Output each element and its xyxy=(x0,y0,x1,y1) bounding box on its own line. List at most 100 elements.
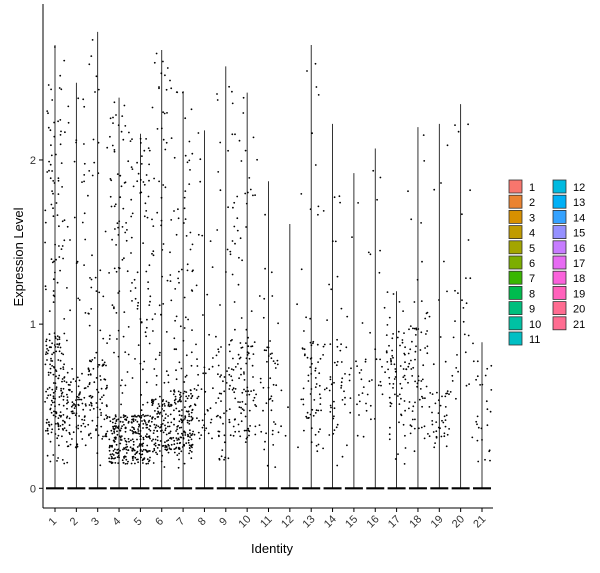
point xyxy=(341,455,344,458)
point xyxy=(317,205,320,208)
point xyxy=(200,388,203,390)
point xyxy=(148,428,151,431)
point xyxy=(119,442,122,445)
point xyxy=(427,433,429,435)
point xyxy=(81,438,84,440)
point xyxy=(480,427,483,430)
legend-swatch-8 xyxy=(508,285,523,300)
point xyxy=(329,411,332,413)
point xyxy=(106,342,108,344)
point xyxy=(146,401,149,404)
point xyxy=(57,359,60,361)
point xyxy=(233,225,236,228)
point xyxy=(60,130,62,133)
point xyxy=(178,448,181,450)
point xyxy=(46,418,48,421)
point xyxy=(139,448,142,451)
point xyxy=(55,422,57,425)
point xyxy=(341,377,344,380)
point xyxy=(164,417,167,419)
point xyxy=(175,437,178,439)
point xyxy=(76,445,79,448)
point xyxy=(88,434,90,437)
point xyxy=(113,101,116,104)
point xyxy=(173,348,176,351)
point xyxy=(360,378,363,381)
y-tick-label: 1 xyxy=(30,319,36,331)
point xyxy=(97,366,99,368)
point xyxy=(223,434,226,437)
point xyxy=(467,334,470,337)
point xyxy=(114,414,117,416)
point xyxy=(186,421,189,424)
point xyxy=(127,449,129,452)
point xyxy=(58,336,61,339)
point xyxy=(346,315,349,318)
point xyxy=(330,406,332,409)
point xyxy=(270,395,273,398)
point xyxy=(240,373,242,376)
point xyxy=(142,413,145,416)
point xyxy=(183,196,186,199)
point xyxy=(53,260,55,263)
point xyxy=(124,426,127,429)
point xyxy=(109,444,111,447)
x-tick-label: 10 xyxy=(236,513,253,530)
point xyxy=(344,396,346,399)
point xyxy=(219,304,221,306)
point xyxy=(174,395,177,398)
point xyxy=(170,405,173,407)
point xyxy=(276,359,279,362)
point xyxy=(83,105,86,108)
point xyxy=(175,378,178,381)
point xyxy=(232,387,235,390)
point xyxy=(105,404,108,406)
point xyxy=(121,425,123,427)
point xyxy=(142,368,144,371)
point xyxy=(166,112,168,114)
point xyxy=(62,387,65,390)
point xyxy=(305,316,307,319)
point xyxy=(114,422,117,425)
point xyxy=(271,295,274,297)
point xyxy=(256,158,258,161)
point xyxy=(304,353,306,356)
point xyxy=(119,420,122,423)
point xyxy=(320,409,322,412)
point xyxy=(154,438,157,441)
point xyxy=(189,389,192,392)
point xyxy=(135,415,138,418)
point xyxy=(388,438,391,441)
point xyxy=(362,435,365,438)
point xyxy=(106,430,109,433)
point xyxy=(187,439,190,442)
point xyxy=(153,368,156,370)
point xyxy=(148,304,151,306)
point xyxy=(124,351,127,353)
point xyxy=(112,122,114,124)
point xyxy=(153,443,156,446)
point xyxy=(178,420,181,423)
point xyxy=(259,381,262,384)
point xyxy=(212,357,214,359)
point xyxy=(328,389,331,392)
point xyxy=(185,395,188,398)
point xyxy=(444,395,447,398)
point xyxy=(151,318,154,321)
point xyxy=(317,431,320,433)
point xyxy=(46,429,49,432)
point xyxy=(52,351,55,354)
point xyxy=(197,384,200,387)
point xyxy=(270,357,273,360)
point xyxy=(79,391,81,393)
point xyxy=(61,220,64,223)
point xyxy=(186,263,189,266)
point xyxy=(240,420,243,423)
point xyxy=(302,348,304,350)
point xyxy=(147,287,150,290)
point xyxy=(67,105,70,108)
point xyxy=(423,160,426,162)
point xyxy=(167,381,170,384)
point xyxy=(189,432,191,435)
